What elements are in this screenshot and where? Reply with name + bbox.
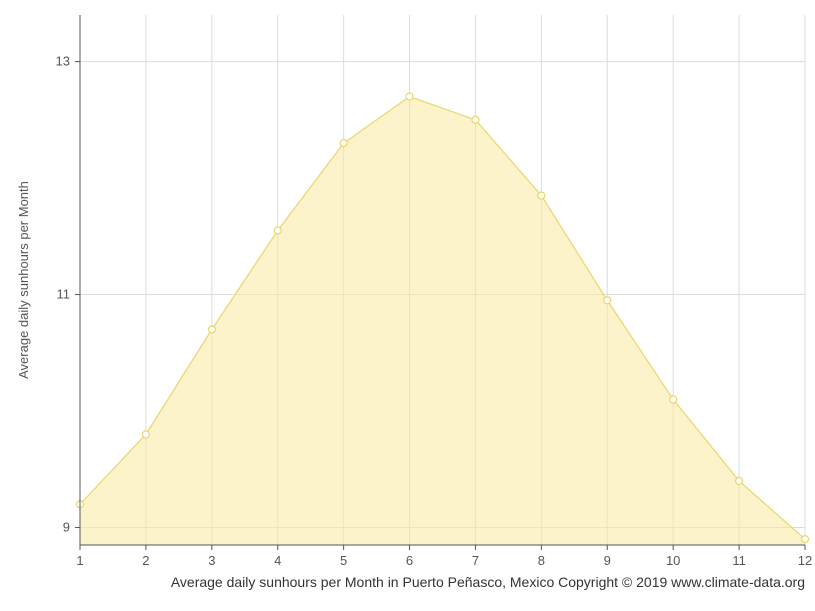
data-marker <box>736 477 743 484</box>
x-tick-label: 8 <box>538 553 545 568</box>
x-tick-label: 9 <box>604 553 611 568</box>
data-marker <box>472 116 479 123</box>
data-marker <box>802 536 809 543</box>
sunhours-chart: 12345678910111291113Average daily sunhou… <box>0 0 815 611</box>
data-marker <box>538 192 545 199</box>
data-marker <box>274 227 281 234</box>
chart-caption: Average daily sunhours per Month in Puer… <box>171 574 805 590</box>
x-tick-label: 4 <box>274 553 281 568</box>
data-marker <box>340 140 347 147</box>
x-tick-label: 11 <box>732 553 746 568</box>
data-marker <box>604 297 611 304</box>
x-tick-label: 5 <box>340 553 347 568</box>
x-tick-label: 10 <box>666 553 680 568</box>
data-marker <box>406 93 413 100</box>
x-tick-label: 6 <box>406 553 413 568</box>
y-tick-label: 13 <box>56 54 70 69</box>
y-tick-label: 9 <box>63 520 70 535</box>
x-tick-label: 7 <box>472 553 479 568</box>
data-marker <box>208 326 215 333</box>
y-tick-label: 11 <box>57 287 71 302</box>
x-tick-label: 1 <box>76 553 83 568</box>
x-tick-label: 2 <box>142 553 149 568</box>
data-marker <box>670 396 677 403</box>
data-marker <box>142 431 149 438</box>
x-tick-label: 12 <box>798 553 812 568</box>
x-tick-label: 3 <box>208 553 215 568</box>
y-axis-label: Average daily sunhours per Month <box>16 181 31 379</box>
chart-svg: 12345678910111291113Average daily sunhou… <box>0 0 815 611</box>
